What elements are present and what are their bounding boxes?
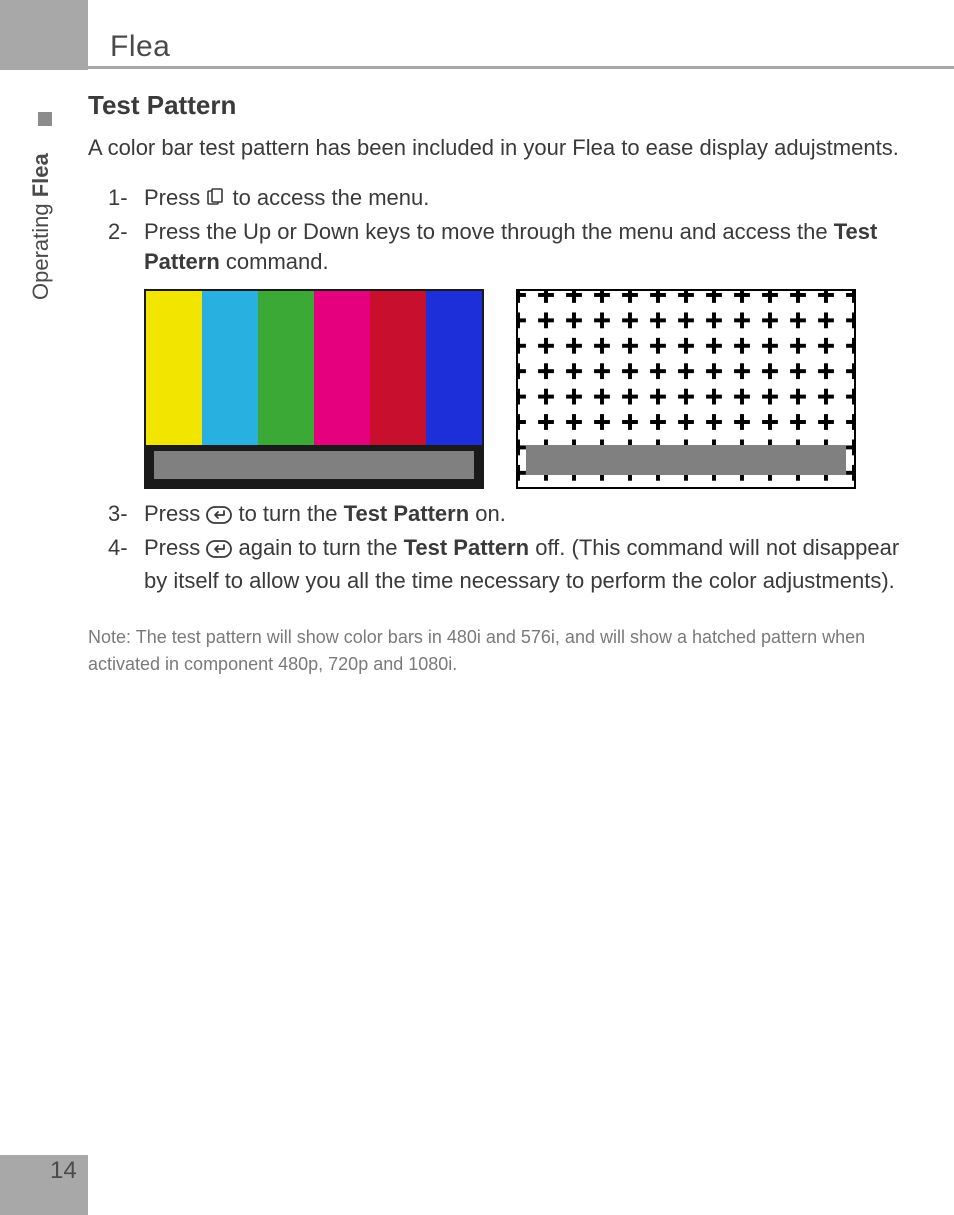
t-bold: Test Pattern xyxy=(404,535,530,560)
top-gray-block xyxy=(0,0,88,70)
step-text: Press to access the menu. xyxy=(144,183,904,216)
color-bar xyxy=(258,291,314,445)
step-num: 2- xyxy=(108,217,144,276)
t: Press xyxy=(144,535,206,560)
step-list-2: 3- Press to turn the Test Pattern on. 4-… xyxy=(108,499,904,596)
step-num: 4- xyxy=(108,533,144,595)
t: Press the Up or Down keys to move throug… xyxy=(144,219,834,244)
t: to turn the xyxy=(232,501,343,526)
t: to access the menu. xyxy=(226,185,429,210)
t-bold: Test Pattern xyxy=(344,501,470,526)
figures-row xyxy=(144,289,904,489)
color-bar xyxy=(146,291,202,445)
hatch-lower-band xyxy=(526,445,846,475)
t: command. xyxy=(220,249,329,274)
main-content: Test Pattern A color bar test pattern ha… xyxy=(88,90,904,678)
step-text: Press the Up or Down keys to move throug… xyxy=(144,217,904,276)
sidebar-label-bold: Flea xyxy=(28,153,53,197)
color-bar-lower-band xyxy=(150,447,478,483)
sidebar-label: Operating Flea xyxy=(28,153,54,300)
section-note: Note: The test pattern will show color b… xyxy=(88,624,904,678)
page-number: 14 xyxy=(50,1157,77,1185)
t: on. xyxy=(469,501,506,526)
enter-icon xyxy=(206,502,232,532)
menu-icon xyxy=(206,186,226,216)
step-4: 4- Press again to turn the Test Pattern … xyxy=(108,533,904,595)
hatched-pattern xyxy=(516,289,856,489)
color-bar xyxy=(202,291,258,445)
color-bar xyxy=(314,291,370,445)
step-list: 1- Press to access the menu. 2- Press th… xyxy=(108,183,904,277)
enter-icon xyxy=(206,536,232,566)
step-1: 1- Press to access the menu. xyxy=(108,183,904,216)
step-num: 3- xyxy=(108,499,144,532)
color-bar-pattern xyxy=(144,289,484,489)
header-rule xyxy=(88,66,954,69)
color-bar xyxy=(370,291,426,445)
color-bar xyxy=(426,291,482,445)
step-num: 1- xyxy=(108,183,144,216)
sidebar-marker xyxy=(38,112,52,126)
section-intro: A color bar test pattern has been includ… xyxy=(88,133,904,163)
sidebar-label-pre: Operating xyxy=(28,197,53,300)
t: again to turn the xyxy=(232,535,403,560)
t: Press xyxy=(144,185,206,210)
t: Press xyxy=(144,501,206,526)
section-title: Test Pattern xyxy=(88,90,904,121)
page-header-title: Flea xyxy=(110,30,170,64)
step-text: Press again to turn the Test Pattern off… xyxy=(144,533,904,595)
color-bar-row xyxy=(146,291,482,445)
step-3: 3- Press to turn the Test Pattern on. xyxy=(108,499,904,532)
step-text: Press to turn the Test Pattern on. xyxy=(144,499,904,532)
step-2: 2- Press the Up or Down keys to move thr… xyxy=(108,217,904,276)
